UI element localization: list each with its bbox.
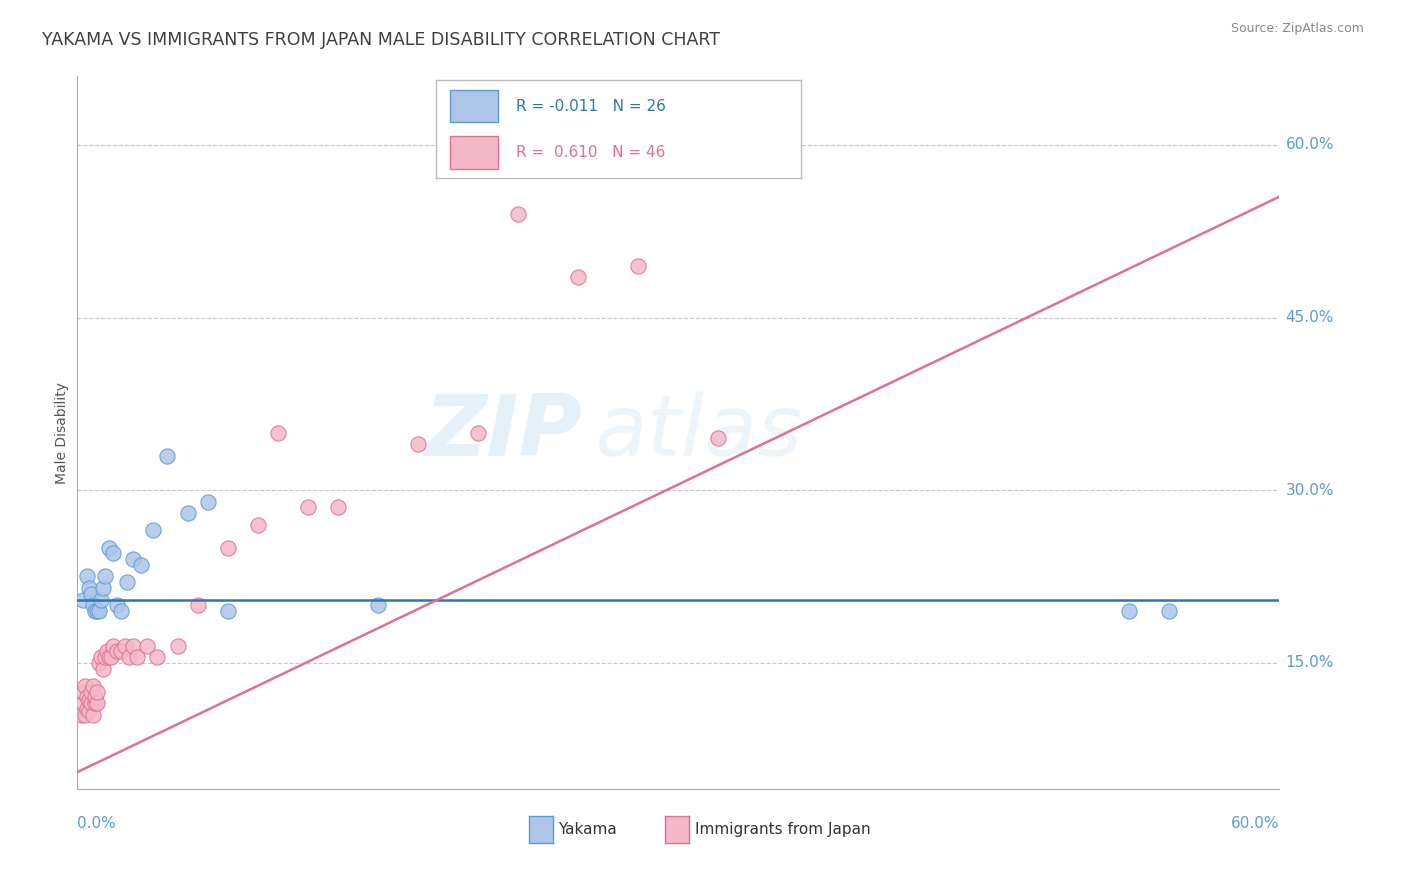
Point [467, 425, 489, 440]
Point [79, 692, 101, 706]
Point [122, 552, 145, 566]
Point [136, 639, 159, 653]
Point [567, 270, 589, 285]
Point [406, 437, 429, 451]
Point [103, 639, 125, 653]
Text: ZIP: ZIP [425, 391, 582, 475]
Point [707, 431, 730, 445]
FancyBboxPatch shape [450, 136, 498, 169]
Point [84, 696, 107, 710]
Point [176, 506, 198, 520]
Point [217, 541, 239, 555]
Point [79, 581, 101, 595]
Text: Source: ZipAtlas.com: Source: ZipAtlas.com [1230, 22, 1364, 36]
Point [100, 650, 122, 665]
Text: R = -0.011   N = 26: R = -0.011 N = 26 [516, 99, 666, 114]
Point [326, 500, 349, 515]
Point [93, 581, 115, 595]
Point [80, 696, 103, 710]
Text: 30.0%: 30.0% [1285, 483, 1334, 498]
Text: atlas: atlas [595, 391, 803, 475]
Point [70, 707, 93, 722]
Point [107, 599, 129, 613]
Point [110, 644, 132, 658]
Point [1159, 604, 1181, 618]
Point [90, 650, 112, 665]
Point [217, 604, 239, 618]
Point [186, 599, 209, 613]
Point [117, 575, 139, 590]
Point [72, 684, 94, 698]
Point [76, 702, 98, 716]
Text: YAKAMA VS IMMIGRANTS FROM JAPAN MALE DISABILITY CORRELATION CHART: YAKAMA VS IMMIGRANTS FROM JAPAN MALE DIS… [42, 31, 720, 49]
Point [72, 592, 94, 607]
Point [80, 684, 103, 698]
Point [86, 604, 108, 618]
Point [246, 517, 269, 532]
Point [110, 604, 132, 618]
Point [76, 569, 98, 583]
Point [75, 679, 97, 693]
Text: 60.0%: 60.0% [1285, 137, 1334, 153]
Point [131, 558, 153, 572]
Point [82, 679, 104, 693]
Point [107, 644, 129, 658]
Point [166, 639, 188, 653]
Point [127, 650, 149, 665]
Point [98, 541, 121, 555]
Point [86, 684, 108, 698]
Text: 15.0%: 15.0% [1285, 656, 1334, 670]
Point [367, 599, 389, 613]
Point [93, 662, 115, 676]
Point [118, 650, 141, 665]
Point [98, 650, 121, 665]
Point [508, 207, 530, 221]
Text: 0.0%: 0.0% [77, 816, 117, 830]
Text: Immigrants from Japan: Immigrants from Japan [695, 822, 870, 837]
Text: Yakama: Yakama [558, 822, 617, 837]
Point [72, 696, 94, 710]
Point [76, 690, 98, 705]
FancyBboxPatch shape [450, 90, 498, 122]
Point [86, 696, 108, 710]
Point [82, 599, 104, 613]
Point [114, 639, 136, 653]
Point [75, 707, 97, 722]
Point [89, 656, 111, 670]
Text: R =  0.610   N = 46: R = 0.610 N = 46 [516, 145, 665, 160]
Point [156, 449, 179, 463]
Y-axis label: Male Disability: Male Disability [55, 382, 69, 483]
Point [79, 704, 101, 718]
Point [89, 604, 111, 618]
Point [94, 569, 117, 583]
Point [90, 592, 112, 607]
Text: 45.0%: 45.0% [1285, 310, 1334, 325]
Point [267, 425, 290, 440]
Point [297, 500, 319, 515]
Point [142, 524, 165, 538]
Point [84, 690, 107, 705]
Point [1118, 604, 1140, 618]
Point [146, 650, 169, 665]
Point [103, 546, 125, 560]
Point [122, 639, 145, 653]
Point [94, 650, 117, 665]
Text: 60.0%: 60.0% [1232, 816, 1279, 830]
Point [80, 587, 103, 601]
Point [96, 644, 118, 658]
Point [84, 604, 107, 618]
Point [197, 494, 219, 508]
Point [627, 259, 650, 273]
Point [82, 707, 104, 722]
